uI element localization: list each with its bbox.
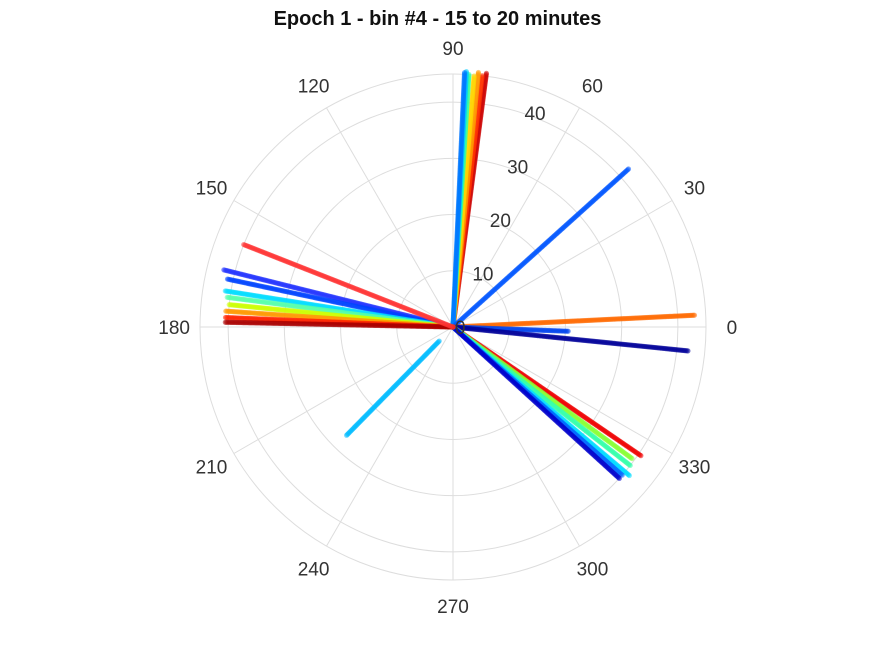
grid-spoke [452, 326, 673, 454]
data-point [223, 308, 229, 314]
radial-tick-label: 0 [455, 318, 466, 339]
angle-tick-label: 240 [298, 560, 330, 581]
data-point [344, 432, 350, 438]
radial-tick-label: 20 [490, 211, 511, 232]
data-point [222, 314, 229, 321]
data-point [638, 453, 644, 459]
angle-tick-label: 0 [727, 318, 738, 339]
data-point [241, 241, 247, 248]
angle-tick-label: 270 [437, 597, 469, 618]
angle-tick-label: 30 [684, 179, 705, 200]
angle-tick-label: 300 [577, 560, 609, 581]
data-point [616, 475, 622, 481]
data-point [224, 276, 231, 282]
data-point [626, 472, 632, 479]
grid-spoke [326, 326, 454, 547]
data-point [222, 319, 228, 325]
angle-tick-label: 120 [298, 77, 330, 98]
data-point [629, 455, 635, 462]
grid-spoke [452, 107, 580, 328]
polar-grid [199, 73, 707, 581]
data-point [691, 312, 698, 318]
data-points [221, 68, 698, 481]
grid-spoke [233, 200, 454, 328]
grid-spoke [326, 107, 454, 328]
grid-spoke [452, 200, 673, 328]
data-point [625, 166, 632, 172]
angle-tick-label: 330 [679, 457, 711, 478]
data-point [685, 348, 691, 354]
data-point [475, 69, 482, 76]
data-point [222, 288, 228, 294]
data-point [226, 302, 232, 308]
radial-tick-label: 30 [507, 158, 528, 179]
grid-spoke [452, 326, 580, 547]
data-point [565, 328, 571, 334]
angle-tick-label: 90 [442, 39, 463, 60]
data-point [224, 294, 230, 300]
data-point [471, 73, 477, 79]
angle-tick-label: 210 [196, 457, 228, 478]
data-point [221, 267, 227, 273]
radial-tick-label: 40 [524, 104, 545, 125]
angle-tick-label: 150 [196, 179, 228, 200]
grid-spoke [233, 326, 454, 454]
radial-tick-label: 10 [472, 265, 493, 286]
data-point [483, 70, 489, 76]
data-point [627, 462, 633, 469]
angle-tick-label: 60 [582, 77, 603, 98]
data-point [461, 69, 468, 76]
chart-title: Epoch 1 - bin #4 - 15 to 20 minutes [273, 8, 602, 30]
angle-tick-label: 180 [158, 318, 190, 339]
